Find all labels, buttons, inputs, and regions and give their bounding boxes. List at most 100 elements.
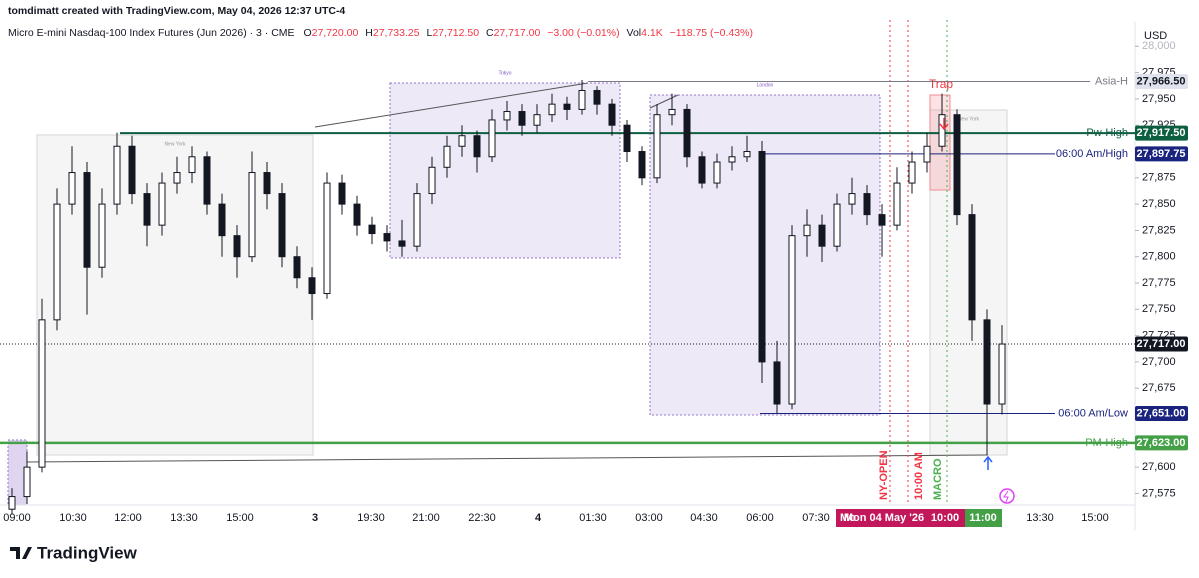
trend-line <box>26 454 989 463</box>
highlight-box <box>836 509 965 527</box>
candle-body <box>428 166 436 195</box>
candle-body <box>638 151 646 179</box>
candle-body <box>53 203 61 321</box>
candle-body <box>728 156 736 163</box>
level-value: 27,623.00 <box>1137 437 1186 449</box>
x-tick-label: 15:00 <box>226 512 254 524</box>
logo: TradingView <box>10 543 138 562</box>
candle-body <box>203 156 211 205</box>
candle-body <box>893 182 901 226</box>
vol: 4.1K <box>641 27 663 39</box>
y-tick-label: 27,600 <box>1142 461 1176 473</box>
trend-line <box>314 82 589 128</box>
x-tick-label: 06:00 <box>746 512 774 524</box>
logo-icon <box>10 547 32 559</box>
arrow-down <box>939 118 949 131</box>
candle-body <box>323 182 331 295</box>
candle-body <box>488 119 496 158</box>
x-tick-label: 03:00 <box>635 512 663 524</box>
candle-body <box>758 151 766 363</box>
candle-body <box>143 193 151 226</box>
candle-body <box>383 233 391 242</box>
x-tick-label: 15:00 <box>1081 512 1109 524</box>
session-label: Tokyo <box>498 70 511 76</box>
candle-body <box>533 114 541 126</box>
session-label: New York <box>958 116 980 122</box>
candle-body <box>83 172 91 268</box>
brand: TradingView <box>37 543 138 562</box>
level-tag <box>1135 146 1188 162</box>
level-value: 27,651.00 <box>1137 407 1186 419</box>
candle-body <box>293 256 301 279</box>
level-name: Asia-H <box>1095 75 1128 87</box>
candle-body <box>8 496 16 510</box>
ohlc-key: C <box>486 27 494 39</box>
candle-body <box>863 193 871 216</box>
candle-body <box>413 193 421 247</box>
y-tick-label: 27,775 <box>1142 277 1176 289</box>
vertical-label: 10:00 AM <box>913 452 925 500</box>
candle-body <box>68 172 76 205</box>
candle-body <box>938 114 946 147</box>
y-tick-label: 27,825 <box>1142 224 1176 236</box>
candle-body <box>113 145 121 205</box>
x-tick-label: 22:30 <box>468 512 496 524</box>
x-tick-label: 10:30 <box>59 512 87 524</box>
ohlc-value: 27,733.25 <box>373 27 420 39</box>
level-name: Pw-High <box>1086 127 1128 139</box>
candle-body <box>38 319 46 468</box>
currency: USD <box>1144 30 1167 42</box>
candle-body <box>368 224 376 235</box>
candle-body <box>803 224 811 237</box>
ohlc-key: H <box>365 27 373 39</box>
x-tick-label: 12:00 <box>114 512 142 524</box>
x-tick-label: 09:00 <box>3 512 31 524</box>
level-tag <box>1135 125 1188 141</box>
candle-body <box>848 193 856 205</box>
ohlc-key: L <box>427 27 433 39</box>
x-tick-label: 07:30 <box>802 512 830 524</box>
x-highlight-label: 10:00 <box>931 512 959 524</box>
x-tick-label: 4 <box>535 512 542 524</box>
vertical-label: NY-OPEN <box>878 450 890 500</box>
highlight-box <box>965 509 1002 527</box>
candle-body <box>833 203 841 247</box>
last-price-value: 27,717.00 <box>1137 338 1186 350</box>
ohlc-key: O <box>303 27 311 39</box>
change: −118.75 (−0.43%) <box>670 27 753 39</box>
trend-line <box>649 94 679 109</box>
y-tick-label: 28,000 <box>1142 40 1176 52</box>
y-tick-label: 27,875 <box>1142 172 1176 184</box>
candle-body <box>878 214 886 226</box>
candle-body <box>968 214 976 321</box>
ohlc-value: 27,720.00 <box>312 27 359 39</box>
candle-body <box>278 193 286 258</box>
x-tick-label: 3 <box>312 512 318 524</box>
level-tag <box>1135 74 1188 90</box>
candle-body <box>503 111 511 121</box>
x-tick-label: 13:30 <box>1026 512 1054 524</box>
candle-body <box>548 103 556 116</box>
change: −3.00 (−0.01%) <box>547 27 619 39</box>
candle-body <box>248 172 256 258</box>
candle-body <box>713 161 721 184</box>
level-tag <box>1135 405 1188 421</box>
candle-body <box>653 114 661 179</box>
level-name: 06:00 Am/High <box>1056 148 1128 160</box>
level-tag <box>1135 435 1188 451</box>
x-tick-label: 21:00 <box>412 512 440 524</box>
candle-body <box>353 203 361 226</box>
session-label: New York <box>164 141 186 147</box>
x-tick-label: 19:30 <box>357 512 385 524</box>
candle-body <box>923 145 931 163</box>
level-name: 06:00 Am/Low <box>1058 407 1128 419</box>
y-tick-label: 27,700 <box>1142 356 1176 368</box>
symbol: Micro E-mini Nasdaq-100 Index Futures (J… <box>8 27 295 39</box>
x-highlight-label: Mon 04 May '26 <box>844 512 924 524</box>
candle-body <box>668 108 676 116</box>
candle-body <box>518 111 526 126</box>
candle-body <box>308 277 316 295</box>
vol-key: Vol <box>627 27 642 39</box>
candle-body <box>593 89 601 105</box>
